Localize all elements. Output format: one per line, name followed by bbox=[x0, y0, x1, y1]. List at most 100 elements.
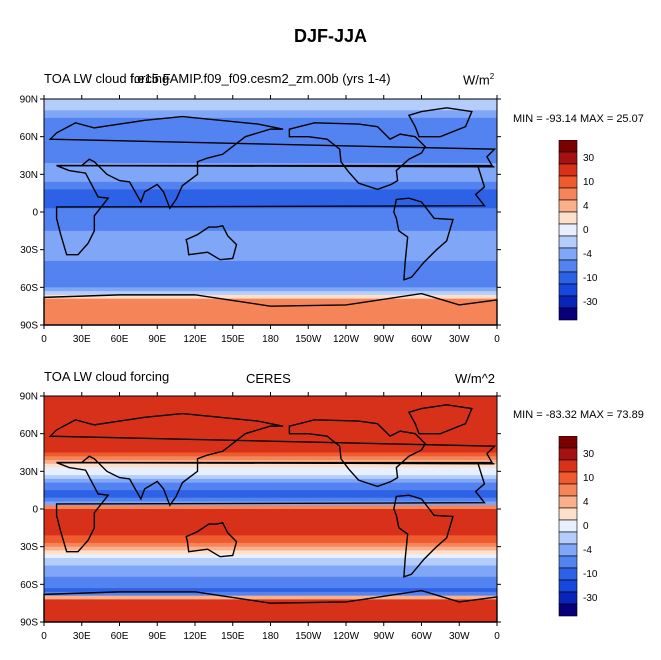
x-tick-label: 150E bbox=[221, 631, 245, 642]
panel2-colorbar: 30 10 4 0 -4 -10 -30 bbox=[558, 436, 598, 617]
heatmap-band bbox=[44, 414, 497, 420]
y-tick-label: 60S bbox=[20, 283, 38, 294]
heatmap-band bbox=[44, 490, 497, 495]
x-tick-label: 180 bbox=[262, 631, 279, 642]
heatmap-band bbox=[44, 260, 497, 266]
heatmap-band bbox=[44, 129, 497, 134]
coastline bbox=[55, 461, 495, 553]
heatmap-band bbox=[44, 106, 497, 111]
heatmap-band bbox=[44, 230, 497, 236]
heatmap-band bbox=[44, 110, 497, 115]
heatmap-band bbox=[44, 276, 497, 281]
y-tick-label: 90S bbox=[20, 618, 38, 629]
y-tick-label: 90N bbox=[20, 392, 38, 403]
heatmap-band bbox=[44, 505, 497, 510]
heatmap-band bbox=[44, 306, 497, 311]
heatmap-band bbox=[44, 614, 497, 619]
colorbar-swatch bbox=[558, 447, 578, 461]
heatmap-band bbox=[44, 561, 497, 566]
heatmap-band bbox=[44, 591, 497, 597]
colorbar-swatch bbox=[558, 283, 578, 297]
coastline bbox=[48, 115, 497, 210]
colorbar-label: 4 bbox=[583, 497, 589, 508]
heatmap-band bbox=[44, 456, 497, 461]
heatmap-band bbox=[44, 478, 497, 484]
colorbar-swatch bbox=[558, 543, 578, 557]
heatmap-band bbox=[44, 283, 497, 288]
coastline bbox=[393, 197, 454, 281]
heatmap-band bbox=[44, 399, 497, 405]
heatmap-band bbox=[44, 200, 497, 205]
heatmap-band bbox=[44, 520, 497, 525]
panel2-units: W/m^2 bbox=[455, 371, 496, 386]
x-tick-label: 120E bbox=[183, 334, 207, 345]
x-tick-label: 0 bbox=[41, 334, 47, 345]
colorbar-swatch bbox=[558, 163, 578, 177]
heatmap-band bbox=[44, 178, 497, 183]
colorbar-label: -10 bbox=[583, 569, 598, 580]
heatmap-band bbox=[44, 321, 497, 326]
heatmap-band bbox=[44, 132, 497, 138]
heatmap-band bbox=[44, 512, 497, 518]
heatmap-band bbox=[44, 223, 497, 228]
heatmap-bands bbox=[44, 396, 497, 623]
colorbar-label: -30 bbox=[583, 593, 598, 604]
coastline bbox=[185, 225, 238, 261]
x-tick-label: 30W bbox=[449, 631, 470, 642]
x-tick-label: 150W bbox=[295, 334, 322, 345]
heatmap-band bbox=[44, 565, 497, 570]
heatmap-band bbox=[44, 493, 497, 499]
heatmap-band bbox=[44, 407, 497, 412]
panel1-left-title: TOA LW cloud forcing bbox=[44, 71, 170, 86]
colorbar-swatch bbox=[558, 223, 578, 237]
heatmap-band bbox=[44, 196, 497, 202]
x-tick-label: 120W bbox=[333, 631, 360, 642]
y-tick-label: 60N bbox=[20, 429, 38, 440]
x-tick-label: 60E bbox=[111, 334, 129, 345]
heatmap-band bbox=[44, 215, 497, 221]
heatmap-band bbox=[44, 302, 497, 307]
heatmap-band bbox=[44, 99, 497, 104]
colorbar-swatch bbox=[558, 591, 578, 605]
coastline bbox=[48, 412, 497, 507]
heatmap-band bbox=[44, 234, 497, 239]
colorbar-label: 0 bbox=[583, 225, 589, 236]
heatmap-band bbox=[44, 279, 497, 285]
heatmap-band bbox=[44, 317, 497, 322]
heatmap-band bbox=[44, 441, 497, 446]
heatmap-band bbox=[44, 573, 497, 578]
figure-title: DJF-JJA bbox=[293, 26, 368, 46]
heatmap-band bbox=[44, 467, 497, 472]
heatmap-band bbox=[44, 606, 497, 612]
heatmap-band bbox=[44, 509, 497, 514]
colorbar-label: 10 bbox=[583, 177, 595, 188]
panel1-map: 0 30E 60E 90E 120E 150E 180 150W 120W 90W 60W 30W 09… bbox=[20, 95, 501, 345]
heatmap-band bbox=[44, 268, 497, 273]
colorbar-swatch bbox=[558, 307, 578, 321]
heatmap-band bbox=[44, 185, 497, 190]
heatmap-band bbox=[44, 486, 497, 491]
panel2-stats: MIN = -83.32 MAX = 73.89 bbox=[513, 409, 644, 421]
heatmap-band bbox=[44, 121, 497, 126]
heatmap-band bbox=[44, 471, 497, 476]
colorbar-swatch bbox=[558, 247, 578, 261]
x-tick-label: 90W bbox=[373, 334, 394, 345]
colorbar-label: 30 bbox=[583, 449, 595, 460]
colorbar-swatch bbox=[558, 436, 578, 449]
heatmap-band bbox=[44, 463, 497, 469]
heatmap-band bbox=[44, 497, 497, 502]
heatmap-band bbox=[44, 193, 497, 198]
y-tick-label: 30N bbox=[20, 467, 38, 478]
heatmap-band bbox=[44, 595, 497, 600]
panel2-center-title: CERES bbox=[246, 371, 291, 386]
heatmap-band bbox=[44, 531, 497, 536]
y-tick-label: 30N bbox=[20, 170, 38, 181]
colorbar-swatch bbox=[558, 140, 578, 153]
colorbar-swatch bbox=[558, 187, 578, 201]
heatmap-band bbox=[44, 603, 497, 608]
colorbar-swatch bbox=[558, 483, 578, 497]
heatmap-band bbox=[44, 245, 497, 251]
heatmap-band bbox=[44, 208, 497, 213]
heatmap-band bbox=[44, 170, 497, 175]
x-tick-label: 90E bbox=[148, 334, 166, 345]
